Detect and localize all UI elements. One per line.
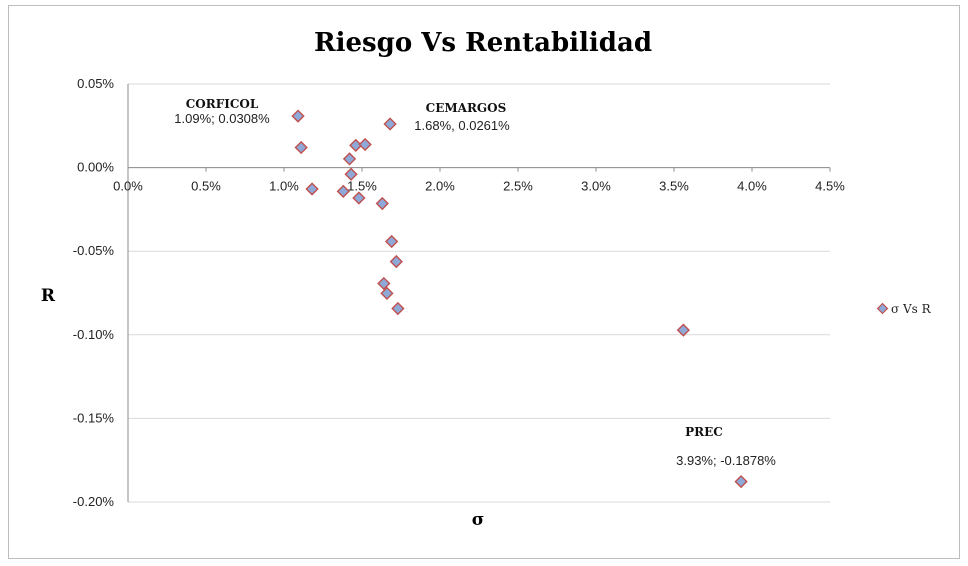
legend-marker-icon	[876, 302, 889, 315]
y-tick-labels: 0.05% 0.00% -0.05% -0.10% -0.15% -0.20%	[73, 76, 115, 509]
y-tick-label: -0.10%	[73, 327, 115, 342]
x-tick-label: 2.5%	[503, 179, 533, 194]
data-point	[383, 117, 397, 131]
annotation-cemargos-value: 1.68%, 0.0261%	[414, 118, 510, 133]
x-tick-label: 0.0%	[113, 179, 143, 194]
x-tick-label: 4.0%	[737, 179, 767, 194]
gridlines	[127, 83, 830, 503]
data-point	[676, 323, 691, 337]
annotation-cemargos-name: CEMARGOS	[426, 101, 507, 115]
x-tick-label: 0.5%	[191, 179, 221, 194]
data-point	[352, 191, 366, 205]
annotation-corficol-value: 1.09%; 0.0308%	[174, 111, 270, 126]
y-tick-label: 0.00%	[77, 160, 114, 175]
data-point	[349, 138, 363, 153]
data-point	[358, 137, 372, 152]
x-tick-label: 2.0%	[425, 179, 455, 194]
data-point	[734, 474, 748, 489]
annotation-corficol: CORFICOL 1.09%; 0.0308%	[174, 97, 270, 126]
data-point	[391, 301, 405, 316]
annotation-prec: PREC 3.93%; -0.1878%	[676, 425, 776, 468]
data-point	[380, 286, 394, 300]
annotation-corficol-name: CORFICOL	[186, 97, 259, 111]
data-point	[384, 234, 399, 249]
legend-entry: σ Vs R	[891, 302, 932, 316]
annotation-prec-value: 3.93%; -0.1878%	[676, 453, 776, 468]
x-tick-label: 4.5%	[815, 179, 845, 194]
x-tick-label: 3.5%	[659, 179, 689, 194]
x-tick-label: 3.0%	[581, 179, 611, 194]
data-point	[389, 254, 403, 269]
x-tick-label: 1.0%	[269, 179, 299, 194]
chart-title: Riesgo Vs Rentabilidad	[314, 28, 652, 58]
y-tick-label: -0.20%	[73, 494, 115, 509]
y-tick-label: -0.15%	[73, 410, 115, 425]
x-tick-labels: 0.0% 0.5% 1.0% 1.5% 2.0% 2.5% 3.0% 3.5% 4.0% 4.5%	[113, 179, 845, 194]
data-point	[342, 152, 357, 166]
annotation-cemargos: CEMARGOS 1.68%, 0.0261%	[414, 101, 510, 133]
data-point	[375, 196, 389, 211]
data-points	[291, 109, 748, 489]
legend: σ Vs R	[876, 302, 932, 316]
data-point	[305, 182, 319, 196]
y-tick-label: -0.05%	[73, 243, 115, 258]
x-axis	[127, 167, 831, 172]
y-axis-label: R	[41, 286, 56, 306]
data-point	[377, 276, 391, 291]
x-tick-label: 1.5%	[347, 179, 377, 194]
x-axis-label: σ	[472, 510, 485, 530]
data-point	[291, 109, 305, 123]
annotation-prec-name: PREC	[685, 425, 723, 439]
data-point	[344, 167, 358, 181]
chart-area	[8, 5, 960, 559]
data-point	[294, 140, 308, 155]
data-point	[336, 184, 350, 198]
y-tick-label: 0.05%	[77, 76, 114, 91]
